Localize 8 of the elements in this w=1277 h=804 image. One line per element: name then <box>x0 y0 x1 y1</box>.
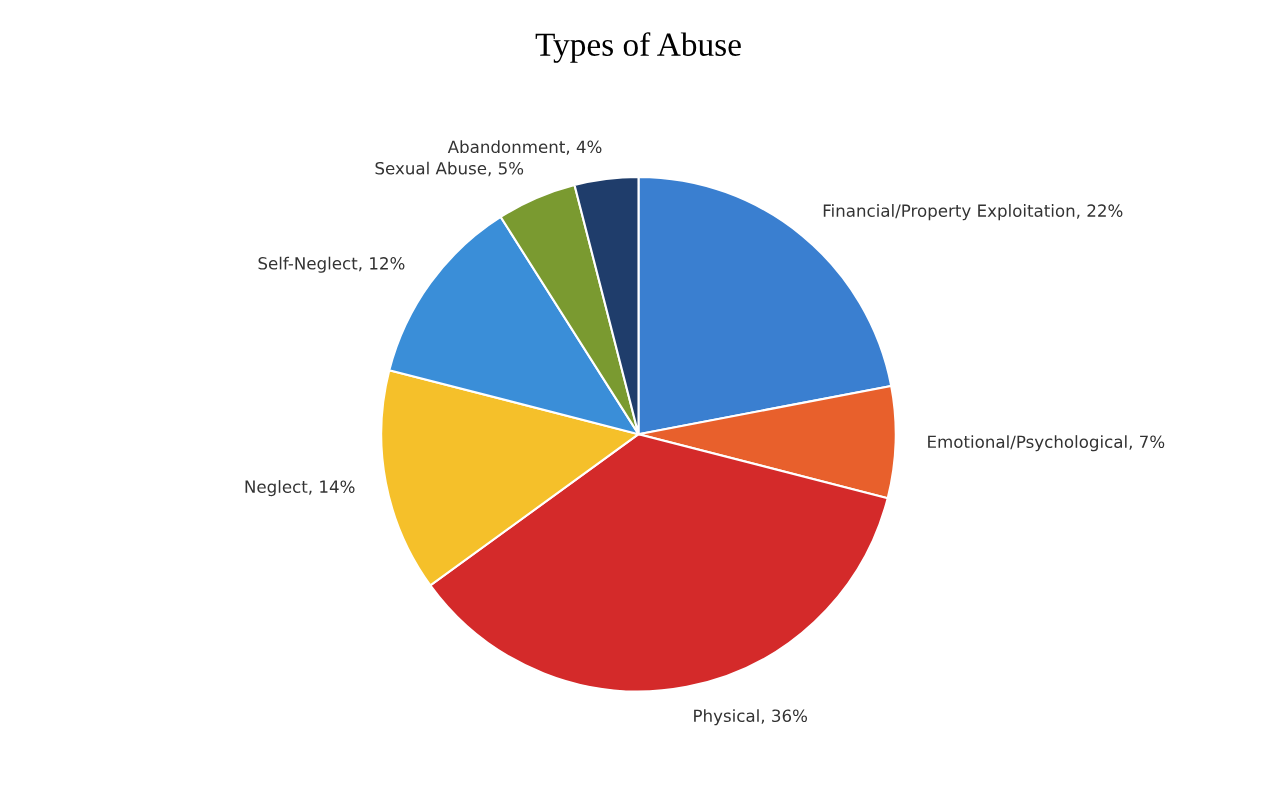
slice-label: Self-Neglect, 12% <box>258 256 405 273</box>
slice-label: Financial/Property Exploitation, 22% <box>823 204 1123 221</box>
slice-label: Emotional/Psychological, 7% <box>928 435 1165 452</box>
slice-label: Abandonment, 4% <box>447 140 602 155</box>
slice-label: Sexual Abuse, 5% <box>375 161 524 177</box>
slice-label: Neglect, 14% <box>245 480 355 497</box>
chart-title: Types of Abuse <box>535 32 741 63</box>
slice-label: Physical, 36% <box>694 709 808 726</box>
